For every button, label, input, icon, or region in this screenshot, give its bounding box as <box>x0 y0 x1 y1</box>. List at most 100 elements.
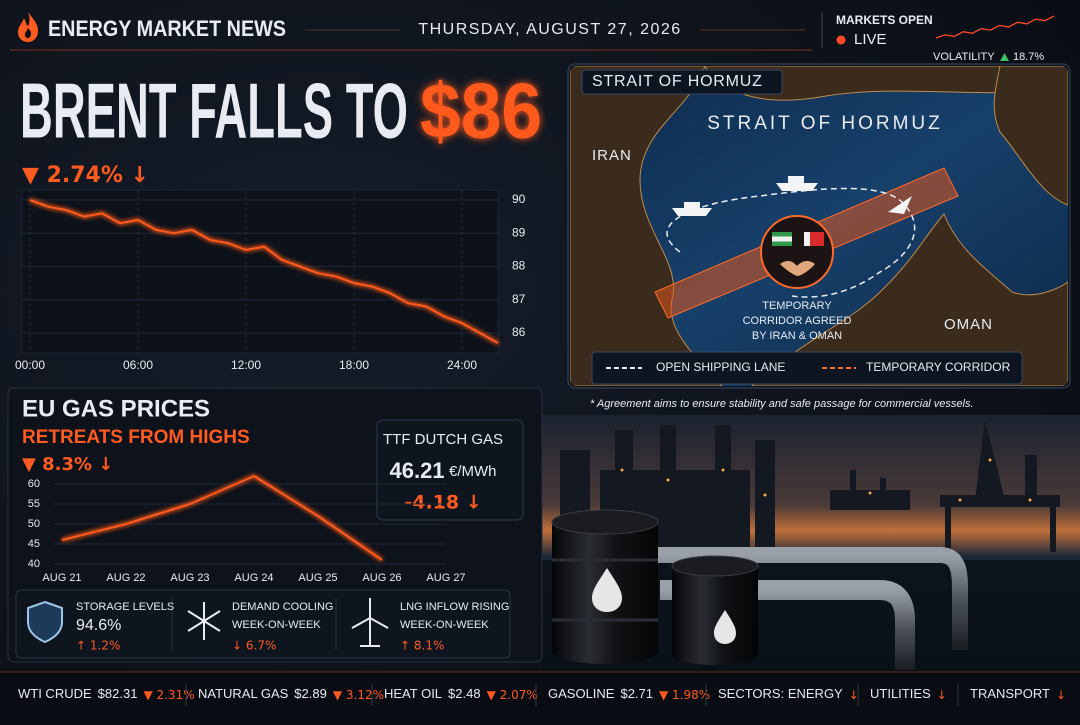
map-label: STRAIT OF HORMUZ <box>707 113 943 134</box>
stat-value: WEEK-ON-WEEK <box>232 619 321 631</box>
ticker-change: ▼ 2.07% <box>487 688 538 702</box>
ticker-price: $2.89 <box>294 686 327 701</box>
stat-change: ↑ 8.1% <box>400 639 444 653</box>
ttf-price: 46.21 €/MWh <box>389 458 496 483</box>
ticker-label: NATURAL GAS <box>198 686 289 701</box>
ticker-item: SECTORS: ENERGY ↓ <box>718 686 859 701</box>
x-tick-label: AUG 26 <box>362 572 401 584</box>
headline: BRENT FALLS TO $86 ▼ 2.74% ↓ <box>20 67 542 188</box>
ticker-price: $82.31 <box>98 686 138 701</box>
date: THURSDAY, AUGUST 27, 2026 <box>418 21 681 38</box>
ticker-label: HEAT OIL <box>384 686 442 701</box>
pipe <box>660 580 915 670</box>
pipe <box>640 547 968 650</box>
footnote: * Agreement aims to ensure stability and… <box>590 398 974 410</box>
legend-label: TEMPORARY CORRIDOR <box>866 360 1011 374</box>
barrel <box>672 566 758 665</box>
stat-label: DEMAND COOLING <box>232 601 333 613</box>
ship-icon <box>672 202 712 216</box>
drop-icon <box>592 568 622 612</box>
y-tick-label: 50 <box>28 518 40 530</box>
ticker-label: SECTORS: ENERGY <box>718 686 843 701</box>
industrial-scene <box>542 415 1080 672</box>
x-tick-label: 18:00 <box>339 358 369 372</box>
ship-icon <box>776 176 818 191</box>
drop-icon <box>714 610 736 644</box>
panel-subtitle: RETREATS FROM HIGHS <box>22 427 250 448</box>
header: ENERGY MARKET NEWS THURSDAY, AUGUST 27, … <box>10 12 1044 63</box>
stat-label: LNG INFLOW RISING <box>400 601 509 613</box>
data-line <box>61 475 383 561</box>
x-tick-label: 06:00 <box>123 358 153 372</box>
y-tick-label: 89 <box>512 225 526 239</box>
y-tick-label: 86 <box>512 325 526 339</box>
ttf-label: TTF DUTCH GAS <box>383 431 503 448</box>
ticker-item: WTI CRUDE $82.31 ▼ 2.31% <box>18 686 195 701</box>
y-tick-label: 40 <box>28 558 40 570</box>
map-panel: STRAIT OF HORMUZ STRAIT OF HORMUZ IRAN O… <box>567 63 1071 389</box>
ticker-change: ↓ <box>849 688 859 702</box>
ticker-label: TRANSPORT <box>970 686 1050 701</box>
stat-value: WEEK-ON-WEEK <box>400 619 489 631</box>
legend-box <box>591 351 1023 385</box>
region-label: OMAN <box>944 316 993 333</box>
barrel-top <box>671 555 759 577</box>
flame-inner <box>25 28 32 39</box>
ticker-item: UTILITIES ↓ <box>870 686 947 701</box>
barrel-top <box>551 509 659 535</box>
stats-box <box>15 589 511 659</box>
stat-label: STORAGE LEVELS <box>76 601 174 613</box>
y-tick-label: 45 <box>28 538 40 550</box>
data-line <box>29 199 499 344</box>
region-label: IRAN <box>592 147 632 164</box>
ticker-price: $2.71 <box>620 686 653 701</box>
y-tick-label: 60 <box>28 478 40 490</box>
corridor-note: TEMPORARY <box>762 300 832 312</box>
gas-chart: 40 45 50 55 60 AUG 21 AUG 22 AUG 23 AUG 24 AUG 25… <box>28 475 466 584</box>
ticker-item: HEAT OIL $2.48 ▼ 2.07% <box>384 686 538 701</box>
panel-title: EU GAS PRICES <box>22 395 210 422</box>
ticker-item: GASOLINE $2.71 ▼ 1.98% <box>548 686 710 701</box>
shield-icon <box>27 600 63 644</box>
ticker-change: ▼ 2.31% <box>143 688 194 702</box>
legend-label: OPEN SHIPPING LANE <box>656 360 785 374</box>
gas-change: ▼ 8.3% ↓ <box>22 454 113 475</box>
snowflake-icon <box>187 602 221 640</box>
y-tick-label: 87 <box>512 292 526 306</box>
ship-icon <box>888 196 912 214</box>
emblem <box>760 215 834 289</box>
corridor-note: CORRIDOR AGREED <box>743 315 852 327</box>
x-tick-label: AUG 22 <box>106 572 145 584</box>
land <box>993 66 1068 206</box>
handshake-icon <box>780 260 815 276</box>
volatility-label: VOLATILITY <box>933 51 995 63</box>
stat-change: ↓ 6.7% <box>232 639 276 653</box>
land <box>750 213 1068 386</box>
ticker-item: TRANSPORT ↓ <box>970 686 1066 701</box>
ticker-change: ↓ <box>937 688 947 702</box>
eu-gas-panel: EU GAS PRICES RETREATS FROM HIGHS ▼ 8.3%… <box>7 387 543 663</box>
ticker-change: ↓ <box>1056 688 1066 702</box>
ticker-change: ▼ 3.12% <box>333 688 384 702</box>
live-dot <box>836 35 846 45</box>
x-tick-label: AUG 21 <box>42 572 81 584</box>
ttf-value: 46.21 <box>389 458 444 483</box>
ticker-label: UTILITIES <box>870 686 931 701</box>
corridor-note: BY IRAN & OMAN <box>752 330 842 342</box>
brent-chart: 86 87 88 89 90 00:00 06:00 12:00 18:00 24:00 <box>15 189 526 372</box>
turbine-icon <box>351 598 389 647</box>
brand: ENERGY MARKET NEWS <box>48 16 286 41</box>
y-tick-label: 55 <box>28 498 40 510</box>
x-tick-label: 24:00 <box>447 358 477 372</box>
ttf-box <box>376 419 524 521</box>
y-tick-label: 90 <box>512 192 526 206</box>
ttf-change: -4.18 ↓ <box>404 492 481 514</box>
ticker-bar <box>0 672 1080 725</box>
chart-area <box>21 189 499 354</box>
x-tick-label: AUG 25 <box>298 572 337 584</box>
x-tick-label: AUG 27 <box>426 572 465 584</box>
data-line <box>935 15 1055 39</box>
stat-value: 94.6% <box>76 617 121 634</box>
flag-icon <box>804 232 810 246</box>
